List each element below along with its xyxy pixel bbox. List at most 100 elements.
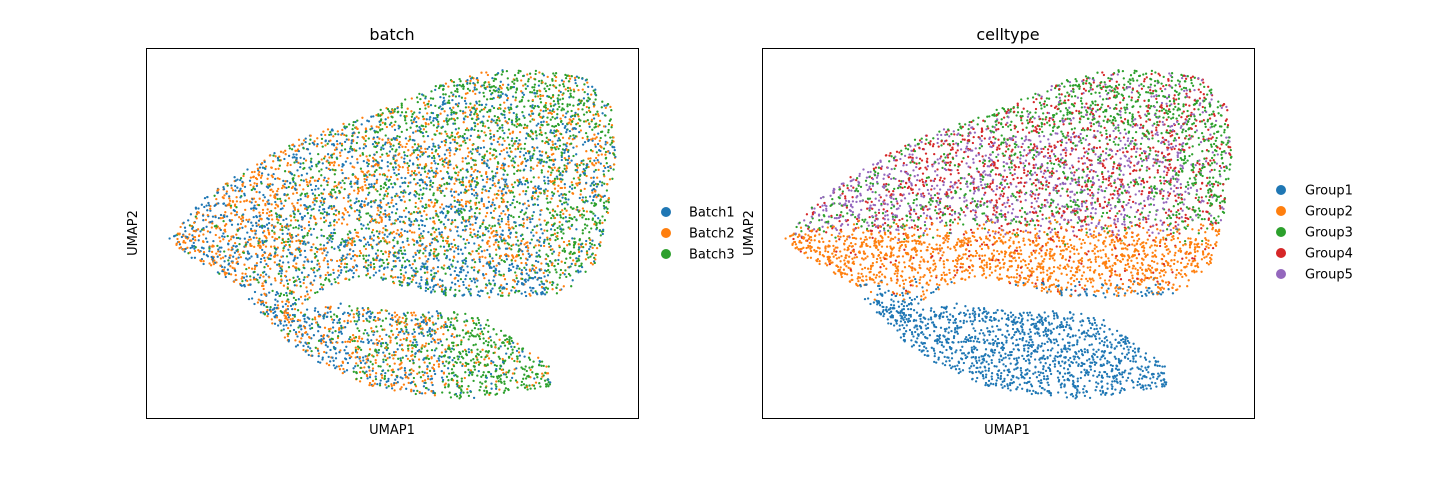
scatter-point-batch1 (452, 93, 455, 96)
scatter-point-batch3 (417, 145, 420, 148)
scatter-point-batch3 (383, 194, 386, 197)
scatter-point-batch2 (264, 293, 267, 297)
scatter-point-batch1 (538, 240, 541, 243)
scatter-point-batch3 (406, 185, 410, 188)
scatter-point-batch3 (489, 339, 493, 342)
scatter-point-batch3 (513, 345, 516, 349)
scatter-point-batch1 (376, 382, 379, 386)
scatter-point-batch1 (549, 131, 552, 134)
scatter-point-batch1 (450, 263, 453, 266)
scatter-point-batch2 (256, 301, 260, 304)
scatter-point-batch1 (432, 257, 435, 261)
scatter-point-batch1 (390, 196, 393, 199)
scatter-point-batch1 (378, 265, 381, 268)
scatter-point-batch3 (421, 235, 424, 238)
scatter-point-batch1 (543, 275, 546, 278)
scatter-point-batch3 (577, 248, 580, 251)
scatter-point-batch2 (450, 188, 453, 191)
scatter-point-batch3 (594, 98, 597, 101)
scatter-point-batch3 (494, 90, 497, 93)
scatter-point-batch3 (316, 290, 319, 294)
scatter-point-batch3 (595, 223, 598, 226)
scatter-point-batch1 (526, 258, 529, 261)
scatter-point-batch1 (473, 281, 477, 284)
scatter-point-batch2 (491, 259, 495, 263)
scatter-point-batch2 (376, 343, 379, 347)
scatter-point-batch3 (554, 238, 557, 242)
scatter-point-batch2 (289, 318, 292, 321)
scatter-point-batch2 (505, 287, 508, 291)
scatter-point-batch3 (484, 386, 488, 389)
scatter-point-batch1 (286, 180, 289, 183)
scatter-point-batch2 (430, 374, 433, 378)
scatter-point-batch2 (462, 112, 465, 115)
scatter-point-batch3 (527, 77, 530, 81)
scatter-point-batch1 (295, 234, 298, 238)
scatter-point-batch1 (547, 182, 550, 185)
scatter-point-batch1 (420, 167, 424, 170)
scatter-point-batch2 (319, 276, 322, 279)
scatter-point-batch3 (497, 240, 500, 244)
scatter-point-batch1 (282, 328, 285, 331)
scatter-point-batch1 (286, 313, 290, 316)
scatter-point-batch3 (569, 92, 572, 95)
scatter-point-batch3 (528, 384, 531, 387)
scatter-point-batch2 (417, 207, 420, 210)
scatter-point-batch3 (553, 181, 556, 184)
scatter-point-batch2 (606, 141, 609, 144)
scatter-point-batch1 (507, 269, 511, 273)
scatter-point-batch1 (202, 253, 206, 256)
scatter-point-batch3 (533, 83, 537, 86)
scatter-point-batch1 (350, 142, 353, 145)
scatter-point-batch3 (475, 118, 478, 121)
scatter-point-batch1 (359, 340, 363, 343)
scatter-point-batch2 (471, 250, 474, 253)
scatter-point-batch1 (243, 185, 247, 189)
scatter-point-batch1 (287, 228, 290, 231)
scatter-point-batch2 (379, 155, 382, 159)
scatter-point-batch1 (421, 243, 424, 246)
scatter-point-batch3 (496, 377, 499, 380)
scatter-point-batch3 (564, 158, 568, 161)
scatter-point-batch2 (532, 167, 535, 170)
scatter-point-batch1 (445, 119, 448, 122)
scatter-point-batch1 (327, 224, 331, 228)
scatter-point-batch2 (594, 258, 597, 261)
scatter-point-batch3 (466, 391, 469, 394)
scatter-point-batch2 (435, 129, 439, 133)
scatter-point-batch1 (531, 291, 535, 294)
scatter-point-batch3 (511, 80, 514, 83)
scatter-point-batch2 (447, 344, 450, 347)
scatter-point-batch3 (554, 86, 558, 89)
scatter-point-batch2 (398, 165, 401, 169)
scatter-point-batch1 (453, 250, 456, 253)
scatter-point-batch3 (380, 264, 383, 267)
scatter-point-batch2 (445, 187, 448, 190)
scatter-point-batch2 (288, 289, 292, 292)
scatter-point-batch2 (390, 223, 393, 226)
scatter-point-batch1 (214, 203, 217, 207)
scatter-point-batch1 (327, 273, 330, 277)
scatter-point-batch1 (310, 165, 314, 168)
scatter-point-batch3 (406, 162, 409, 165)
scatter-point-batch3 (348, 305, 351, 308)
scatter-point-batch2 (301, 143, 304, 146)
scatter-point-batch1 (464, 260, 468, 263)
scatter-point-batch2 (469, 227, 472, 231)
scatter-point-batch1 (502, 173, 505, 176)
scatter-point-batch3 (547, 95, 550, 98)
scatter-point-batch3 (318, 170, 321, 173)
scatter-point-batch1 (312, 279, 316, 282)
scatter-point-batch2 (320, 342, 323, 345)
scatter-point-batch2 (434, 174, 437, 177)
scatter-point-batch3 (586, 119, 589, 122)
scatter-point-batch2 (482, 204, 486, 208)
scatter-point-batch3 (553, 264, 556, 268)
scatter-point-batch3 (290, 148, 294, 151)
scatter-point-batch2 (375, 113, 378, 117)
scatter-point-batch3 (532, 384, 536, 387)
scatter-point-batch1 (341, 341, 344, 344)
scatter-point-batch3 (364, 139, 367, 142)
scatter-point-batch3 (501, 129, 504, 132)
